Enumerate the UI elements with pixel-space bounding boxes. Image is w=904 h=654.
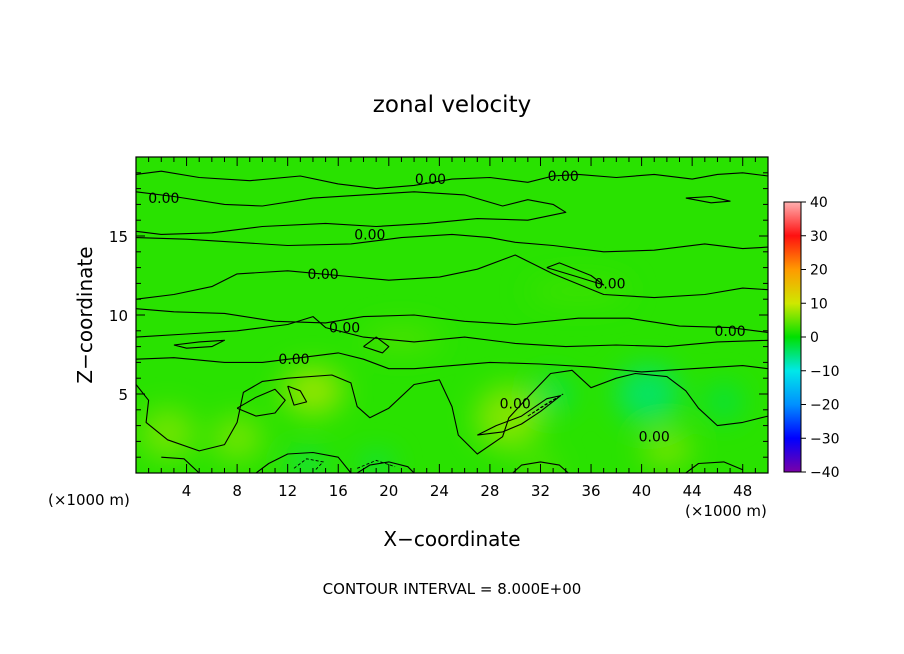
contour-line bbox=[477, 395, 562, 436]
contour-label: 0.00 bbox=[714, 324, 745, 340]
colorbar-tick-label: 40 bbox=[810, 195, 828, 211]
colorbar-tick-label: 10 bbox=[810, 296, 828, 312]
contour-line bbox=[136, 170, 768, 190]
contour-lines bbox=[136, 170, 768, 473]
contour-label: 0.00 bbox=[148, 191, 179, 207]
x-axis-ticks: 4 8 12 16 20 24 28 32 36 40 44 48 bbox=[148, 157, 756, 500]
contour-line-negative bbox=[357, 459, 396, 469]
x-tick-label: 44 bbox=[683, 482, 702, 500]
x-tick-label: 48 bbox=[733, 482, 752, 500]
contour-line bbox=[546, 262, 605, 286]
colorbar-tick-label: 20 bbox=[810, 263, 828, 279]
contour-line-negative bbox=[527, 393, 564, 417]
x-tick-label: 8 bbox=[232, 482, 242, 500]
x-tick-label: 36 bbox=[581, 482, 600, 500]
x-tick-label: 24 bbox=[430, 482, 449, 500]
velocity-blob bbox=[534, 378, 573, 410]
contour-line bbox=[136, 352, 768, 373]
x-tick-label: 16 bbox=[329, 482, 348, 500]
velocity-blob bbox=[641, 430, 693, 469]
contour-label: 0.00 bbox=[548, 169, 579, 185]
x-tick-label: 40 bbox=[632, 482, 651, 500]
contour-label: 0.00 bbox=[278, 352, 309, 368]
velocity-field bbox=[139, 278, 743, 473]
y-axis-ticks: 5 10 15 bbox=[109, 172, 768, 458]
colorbar: 40 30 20 10 0 −10 −20 −30 −40 bbox=[783, 195, 840, 481]
contour-line bbox=[255, 451, 352, 473]
colorbar-tick-label: 0 bbox=[810, 330, 819, 346]
colorbar-ticks: 40 30 20 10 0 −10 −20 −30 −40 bbox=[801, 195, 840, 481]
x-unit-right: (×1000 m) bbox=[685, 502, 767, 520]
chart-title: zonal velocity bbox=[373, 92, 531, 118]
velocity-blob bbox=[704, 382, 743, 421]
contour-line bbox=[136, 233, 768, 253]
contour-line bbox=[136, 191, 567, 235]
contour-line bbox=[363, 336, 390, 354]
velocity-blob bbox=[139, 408, 196, 459]
y-tick-label: 5 bbox=[118, 386, 128, 404]
y-tick-label: 15 bbox=[109, 228, 128, 246]
contour-line bbox=[512, 461, 569, 473]
contour-label: 0.00 bbox=[500, 396, 531, 412]
x-axis-label: X−coordinate bbox=[383, 527, 520, 551]
colorbar-tick-label: 30 bbox=[810, 229, 828, 245]
colorbar-gradient bbox=[783, 201, 802, 473]
contour-label: 0.00 bbox=[415, 172, 446, 188]
x-unit-left: (×1000 m) bbox=[48, 491, 130, 509]
contour-label: 0.00 bbox=[307, 267, 338, 283]
velocity-blob bbox=[363, 326, 440, 352]
colorbar-tick-label: −30 bbox=[810, 431, 840, 447]
contour-line bbox=[136, 308, 768, 333]
velocity-blob bbox=[616, 365, 680, 423]
contour-label: 0.00 bbox=[594, 276, 625, 292]
colorbar-tick-label: −20 bbox=[810, 398, 840, 414]
velocity-blob bbox=[211, 416, 263, 461]
velocity-blob bbox=[282, 367, 344, 415]
colorbar-tick-label: −10 bbox=[810, 364, 840, 380]
contour-label: 0.00 bbox=[329, 321, 360, 337]
contour-labels: 0.00 0.00 0.00 0.00 0.00 0.00 0.00 0.00 0.00 0.00… bbox=[148, 169, 745, 446]
contour-line bbox=[356, 461, 415, 473]
contour-line bbox=[685, 195, 731, 204]
x-tick-label: 32 bbox=[531, 482, 550, 500]
contour-line bbox=[161, 456, 200, 473]
contour-line bbox=[236, 388, 286, 417]
velocity-blob bbox=[288, 454, 325, 473]
contour-label: 0.00 bbox=[354, 227, 385, 243]
x-tick-label: 20 bbox=[379, 482, 398, 500]
contour-line bbox=[173, 339, 226, 349]
contour-line bbox=[136, 254, 768, 300]
contour-interval-footer: CONTOUR INTERVAL = 8.000E+00 bbox=[323, 580, 582, 598]
contour-line bbox=[136, 316, 768, 348]
contour-line bbox=[287, 385, 308, 406]
x-tick-label: 12 bbox=[278, 482, 297, 500]
plot-area: 0.00 0.00 0.00 0.00 0.00 0.00 0.00 0.00 0.00 0.00… bbox=[109, 156, 769, 500]
contour-line-negative bbox=[293, 458, 325, 471]
contour-line bbox=[136, 369, 768, 455]
y-tick-label: 10 bbox=[109, 307, 128, 325]
y-axis-label: Z−coordinate bbox=[73, 246, 97, 383]
x-tick-label: 4 bbox=[182, 482, 192, 500]
colorbar-tick-label: −40 bbox=[810, 465, 840, 481]
x-tick-label: 28 bbox=[480, 482, 499, 500]
contour-label: 0.00 bbox=[639, 430, 670, 446]
